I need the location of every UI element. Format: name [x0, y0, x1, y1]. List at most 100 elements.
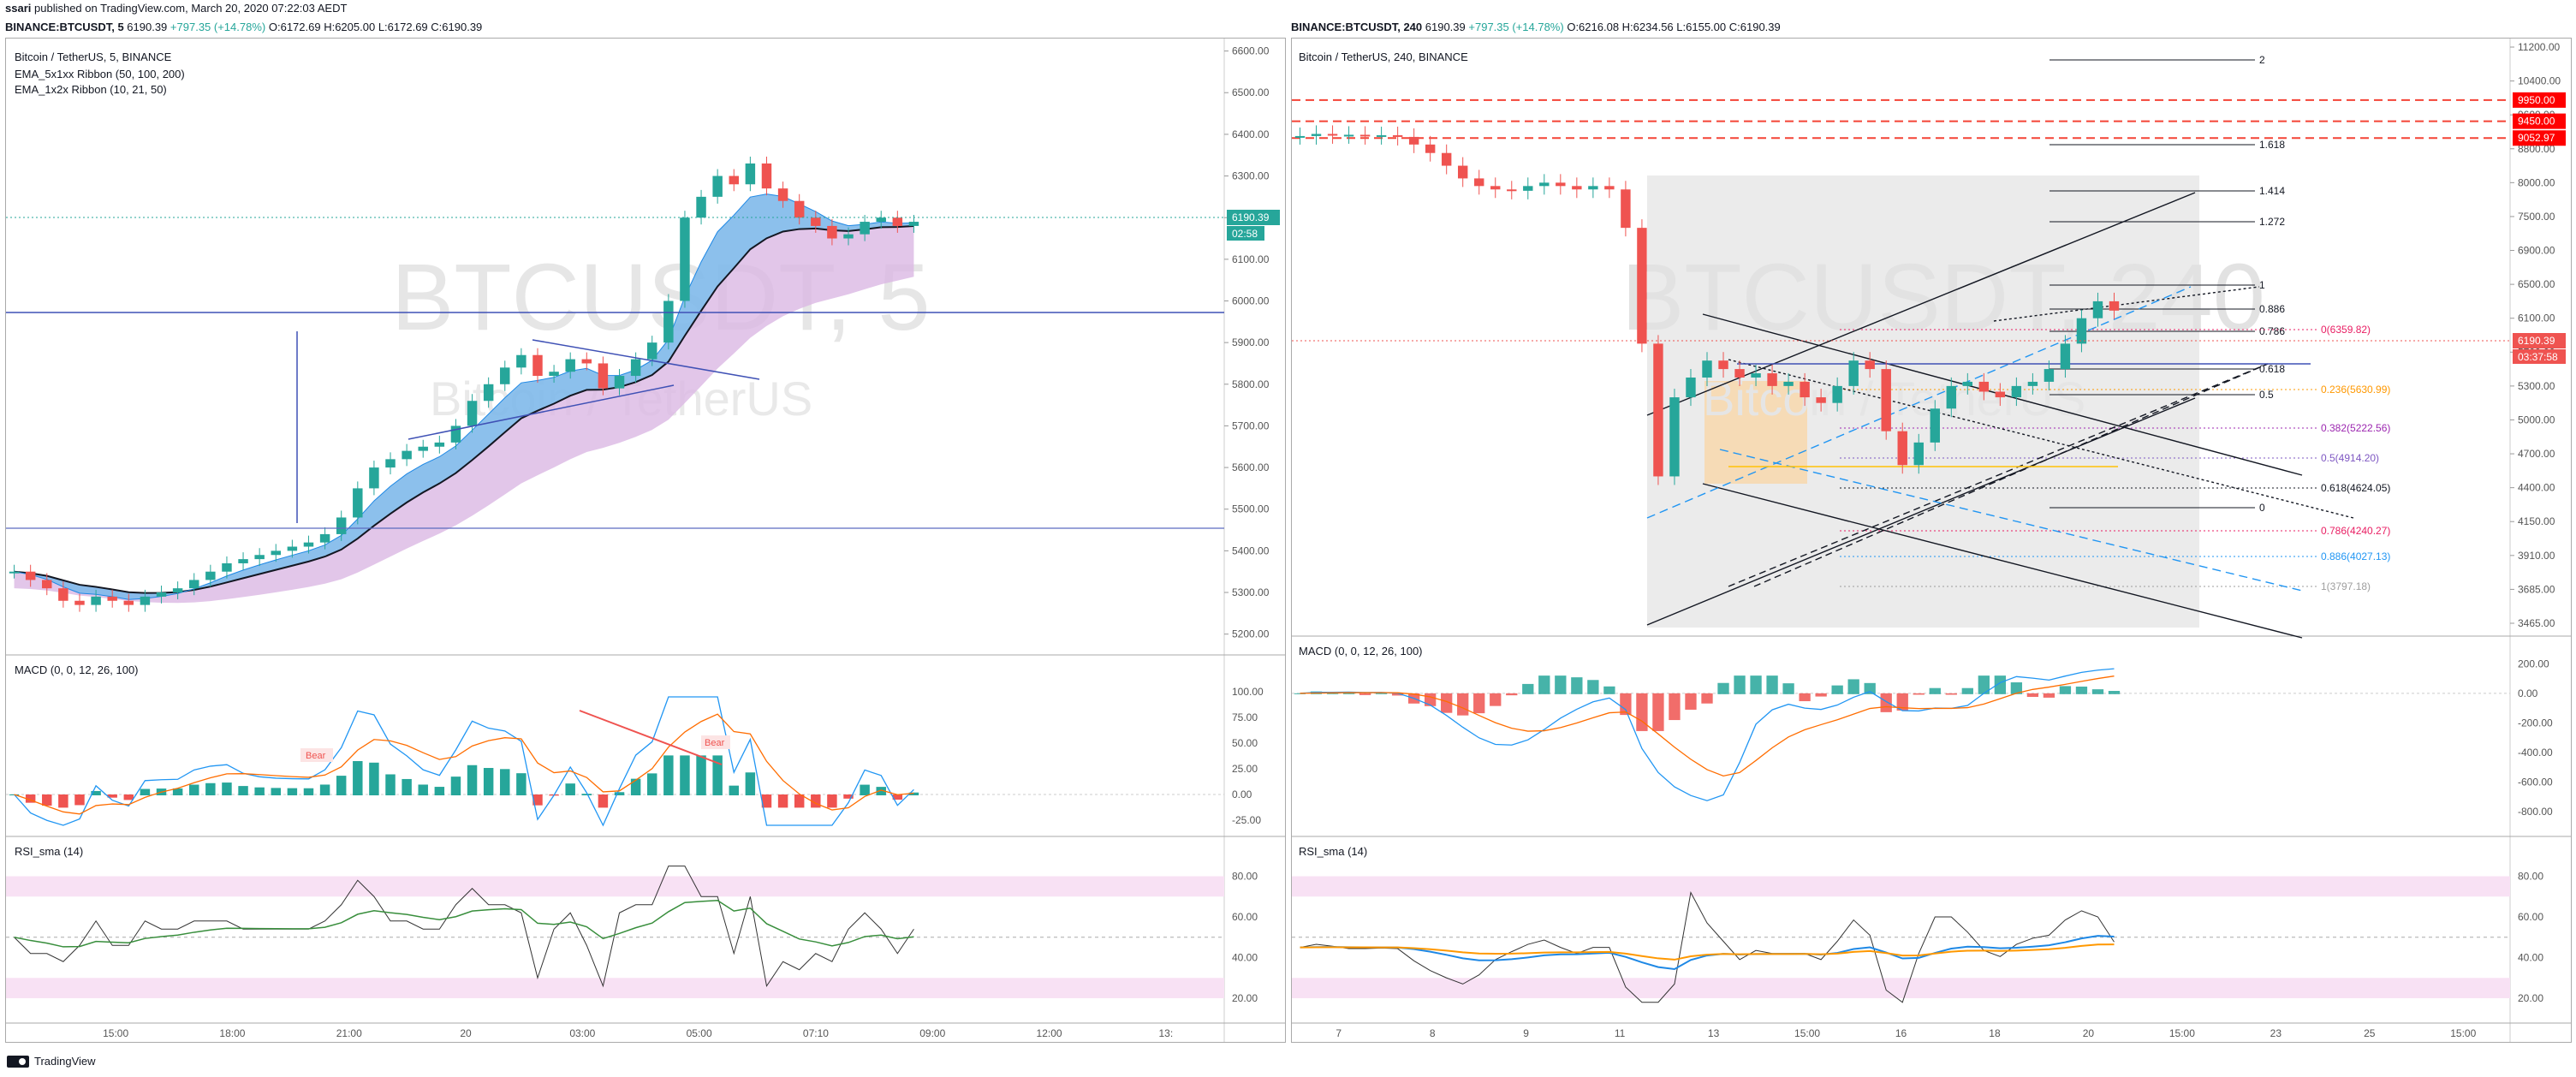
right-price-tick-label-10: 5300.00 — [2518, 380, 2555, 392]
right-watermark-main: BTCUSDT, 240 — [1621, 245, 2265, 350]
left-chart-panel[interactable]: BTCUSDT, 5 Bitcoin / TetherUS Bitcoin / … — [5, 38, 1286, 1043]
right-price-tick-label-5: 7500.00 — [2518, 211, 2555, 223]
left-price-pane — [6, 39, 1224, 655]
left-candle — [843, 234, 854, 239]
left-countdown-badge — [1227, 226, 1264, 241]
right-candle — [1408, 136, 1419, 145]
left-macd-bar — [336, 776, 347, 795]
left-trendline-2[interactable] — [532, 339, 760, 380]
left-candle — [271, 550, 281, 556]
right-change: +797.35 (+14.78%) — [1468, 21, 1564, 33]
left-candle — [680, 217, 690, 301]
right-price-tick-label-6: 6900.00 — [2518, 245, 2555, 257]
left-time-label-3: 20 — [460, 1027, 472, 1039]
right-macd-bar — [1864, 682, 1876, 694]
tradingview-logo-icon[interactable] — [7, 1055, 29, 1068]
left-candle — [385, 459, 396, 468]
left-price-tick-label-10: 5600.00 — [1232, 461, 1270, 473]
left-macd-bar — [647, 773, 657, 795]
right-fib-ext-label-0: 2 — [2259, 54, 2265, 66]
right-time-axis[interactable]: 7 8 9 11 13 15:00 16 18 20 15:00 23 25 15:00 — [1336, 1027, 2476, 1039]
left-time-label-6: 07:10 — [803, 1027, 829, 1039]
left-candle — [647, 342, 657, 360]
right-candle — [1767, 373, 1777, 386]
right-fib-ret-label-1: 0.236(5630.99) — [2321, 384, 2390, 396]
right-low: L:6155.00 — [1676, 21, 1727, 33]
left-trendline-1[interactable] — [408, 384, 675, 440]
left-macd-bar — [614, 792, 625, 795]
right-macd-tick-label-1: 0.00 — [2518, 687, 2538, 699]
right-macd-bar — [1555, 675, 1567, 694]
right-candle — [1913, 442, 1924, 466]
left-macd-tick-label-5: -25.00 — [1232, 814, 1261, 826]
left-candle — [107, 596, 117, 601]
left-macd-bar — [696, 755, 706, 795]
left-macd-bar — [745, 772, 756, 795]
left-macd-bar — [680, 755, 690, 795]
right-rsi-tick-label-2: 40.00 — [2518, 952, 2543, 964]
left-symbol-line: BINANCE:BTCUSDT, 5 6190.39 +797.35 (+14.… — [5, 21, 482, 33]
left-macd-divergence-line[interactable] — [579, 710, 723, 765]
left-last-price-badge — [1227, 210, 1280, 225]
right-macd-tick-label-0: 200.00 — [2518, 658, 2549, 669]
right-macd-bar — [2108, 691, 2121, 694]
right-macd-bar — [1490, 693, 1502, 706]
right-macd-plot — [1292, 668, 2510, 801]
left-macd-bar — [287, 788, 298, 795]
left-time-axis[interactable]: 15:00 18:00 21:00 20 03:00 05:00 07:10 09:00 12:… — [103, 1027, 1173, 1039]
right-rsi-tick-label-3: 20.00 — [2518, 992, 2543, 1004]
right-close: C:6190.39 — [1728, 21, 1781, 33]
right-price-tick-label-11: 5000.00 — [2518, 414, 2555, 425]
left-candle — [500, 367, 510, 384]
right-macd-tick-label-4: -600.00 — [2518, 776, 2553, 788]
right-candle — [1343, 134, 1354, 137]
right-channel-line-5 — [1753, 363, 2269, 587]
right-red-levels[interactable]: 9950.00 9450.00 9052.97 — [1292, 92, 2566, 146]
left-price-axis[interactable]: 6600.006500.006400.006300.006200.006100.… — [1224, 45, 1270, 640]
right-macd-bar — [1782, 683, 1794, 694]
left-candle — [908, 222, 919, 226]
right-macd-bar — [1734, 675, 1746, 694]
left-macd-bar — [58, 794, 68, 808]
right-candle — [1897, 431, 1907, 466]
left-chart-canvas[interactable]: BTCUSDT, 5 Bitcoin / TetherUS Bitcoin / … — [6, 39, 1285, 1042]
left-candle — [467, 401, 478, 426]
right-chart-canvas[interactable]: BTCUSDT, 240 Bitcoin / TetherUS Bitcoin … — [1292, 39, 2571, 1042]
left-open: O:6172.69 — [268, 21, 321, 33]
right-macd-bar — [1669, 693, 1681, 721]
right-price-tick-label-14: 4150.00 — [2518, 515, 2555, 527]
right-rsi-axis: 80.00 60.00 40.00 20.00 — [2518, 871, 2543, 1005]
right-symbol: BINANCE:BTCUSDT, 240 — [1291, 21, 1423, 33]
author-name[interactable]: ssari — [5, 2, 32, 15]
right-fib-ret-label-3: 0.5(4914.20) — [2321, 452, 2379, 464]
left-macd-bar — [581, 794, 592, 795]
left-indicator-1: EMA_5x1xx Ribbon (50, 100, 200) — [15, 68, 185, 80]
right-macd-bar — [1847, 679, 1859, 694]
left-rsi-overbought-band — [6, 876, 1224, 897]
left-rsi-oversold-band — [6, 978, 1224, 998]
left-candle — [745, 163, 756, 185]
right-time-label-9: 15:00 — [2169, 1027, 2195, 1039]
right-price-tick-label-17: 3465.00 — [2518, 617, 2555, 629]
right-chart-panel[interactable]: BTCUSDT, 240 Bitcoin / TetherUS Bitcoin … — [1291, 38, 2572, 1043]
left-time-label-0: 15:00 — [103, 1027, 128, 1039]
left-macd-bar — [565, 783, 575, 795]
left-macd-bar — [794, 794, 805, 808]
left-macd-plot — [6, 696, 1224, 827]
left-candle — [450, 425, 461, 443]
right-fib-tool[interactable]: 2 1.618 1.414 1.272 1 0.886 0.786 0.618 0.5 0 0(63… — [1840, 54, 2390, 592]
right-candles — [1294, 125, 2120, 485]
footer-brand[interactable]: TradingView — [34, 1055, 96, 1068]
right-time-label-6: 16 — [1895, 1027, 1907, 1039]
right-candle — [1556, 182, 1566, 187]
right-macd-bar — [1441, 693, 1453, 713]
right-rsi-line — [1300, 890, 2115, 1003]
right-channel-lines[interactable] — [1646, 192, 2354, 639]
right-candle — [1995, 391, 2006, 398]
left-candle — [25, 571, 36, 580]
right-rsi-fast-sma — [1300, 935, 2115, 971]
right-macd-bar — [1880, 693, 1892, 712]
left-price-tick-label-13: 5300.00 — [1232, 586, 1270, 598]
right-macd-bar — [2026, 693, 2039, 698]
left-macd-bar — [238, 786, 248, 795]
